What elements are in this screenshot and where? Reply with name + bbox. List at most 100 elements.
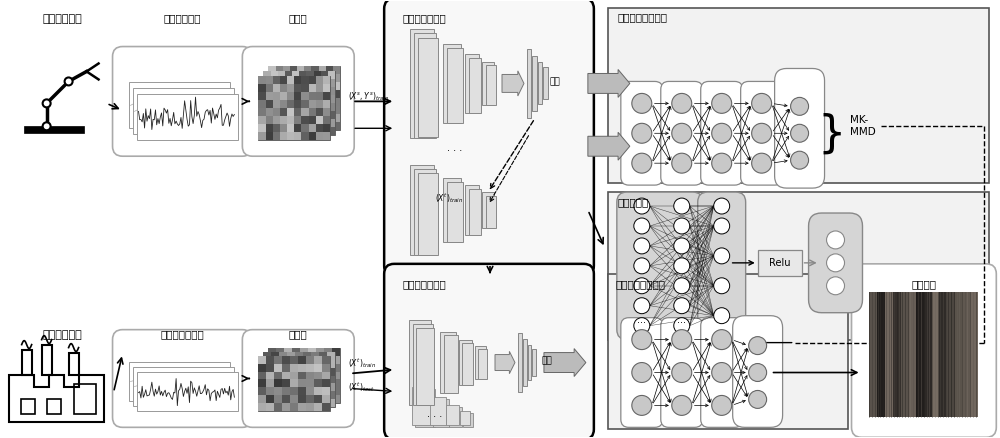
Bar — [287, 360, 295, 367]
Bar — [268, 74, 276, 82]
Bar — [316, 108, 323, 117]
Bar — [306, 388, 314, 396]
Bar — [300, 371, 308, 379]
Bar — [538, 63, 542, 104]
Bar — [413, 324, 433, 405]
Bar — [276, 379, 284, 388]
Bar — [295, 399, 303, 407]
Bar — [301, 132, 309, 140]
Bar — [294, 100, 301, 108]
Bar — [295, 367, 303, 375]
Circle shape — [632, 93, 652, 113]
Bar — [322, 379, 330, 388]
Bar — [447, 48, 463, 124]
Bar — [290, 403, 298, 411]
Bar — [306, 364, 314, 371]
Bar — [308, 379, 316, 388]
Bar — [258, 132, 266, 140]
Bar — [319, 375, 327, 384]
Circle shape — [749, 337, 767, 355]
Bar — [309, 124, 316, 132]
Bar — [292, 356, 300, 364]
Bar — [299, 103, 306, 111]
Bar — [306, 88, 314, 95]
Bar — [280, 77, 287, 85]
Bar — [758, 250, 802, 276]
Bar — [311, 106, 319, 114]
Circle shape — [791, 124, 809, 142]
Bar — [324, 356, 332, 364]
Text: . . .: . . . — [447, 143, 463, 153]
FancyBboxPatch shape — [242, 46, 354, 156]
Bar — [316, 348, 324, 356]
Bar — [309, 92, 316, 100]
Bar — [308, 348, 316, 356]
Bar — [290, 388, 298, 396]
Bar — [276, 106, 283, 114]
Bar — [292, 364, 300, 371]
Bar — [311, 90, 319, 99]
Bar — [283, 67, 290, 74]
Bar — [316, 92, 323, 100]
Bar — [322, 388, 330, 396]
Circle shape — [674, 198, 690, 214]
Text: 深度特征提取器: 深度特征提取器 — [402, 279, 446, 289]
Bar — [306, 119, 314, 127]
Bar — [449, 407, 462, 427]
Bar — [309, 77, 316, 85]
Bar — [306, 127, 314, 135]
Bar — [274, 403, 282, 411]
Bar — [303, 367, 311, 375]
Bar — [309, 100, 316, 108]
Bar — [321, 103, 328, 111]
Text: $(X^t)_{train}$: $(X^t)_{train}$ — [435, 191, 463, 205]
Bar — [415, 389, 435, 427]
Bar — [266, 371, 274, 379]
Bar — [304, 90, 311, 99]
Bar — [266, 403, 274, 411]
Bar — [478, 350, 487, 379]
Bar — [266, 356, 274, 364]
Circle shape — [634, 298, 650, 314]
Bar — [916, 292, 924, 417]
Bar — [284, 364, 292, 371]
Bar — [42, 345, 52, 374]
Bar — [304, 106, 311, 114]
Circle shape — [632, 396, 652, 415]
Bar — [333, 67, 340, 74]
Text: 诊断结果: 诊断结果 — [911, 279, 936, 289]
Bar — [280, 132, 287, 140]
Bar — [294, 108, 301, 117]
Bar — [446, 406, 459, 425]
Bar — [271, 399, 279, 407]
Bar — [297, 106, 304, 114]
Bar — [263, 95, 271, 103]
Bar — [328, 71, 335, 79]
Bar — [304, 99, 311, 106]
Bar — [306, 95, 314, 103]
Bar — [287, 375, 295, 384]
Bar — [268, 114, 276, 122]
Bar — [295, 360, 303, 367]
Bar — [263, 71, 271, 79]
Bar — [316, 388, 324, 396]
Bar — [306, 111, 314, 119]
Text: 源域振动信号: 源域振动信号 — [164, 14, 201, 24]
Bar — [284, 371, 292, 379]
Bar — [469, 189, 481, 235]
Bar — [74, 385, 96, 414]
Bar — [258, 364, 266, 371]
Bar — [298, 396, 306, 403]
Circle shape — [65, 78, 73, 85]
Circle shape — [712, 396, 732, 415]
Bar — [299, 79, 306, 88]
FancyBboxPatch shape — [621, 318, 663, 427]
Circle shape — [714, 218, 730, 234]
Bar — [543, 67, 548, 99]
Bar — [869, 292, 877, 417]
Bar — [518, 332, 522, 392]
Text: $(X^t)_{test}$: $(X^t)_{test}$ — [348, 381, 375, 394]
Text: $(X^s, Y^s)_{train}$: $(X^s, Y^s)_{train}$ — [348, 90, 390, 102]
Bar — [290, 122, 297, 130]
Bar — [303, 360, 311, 367]
